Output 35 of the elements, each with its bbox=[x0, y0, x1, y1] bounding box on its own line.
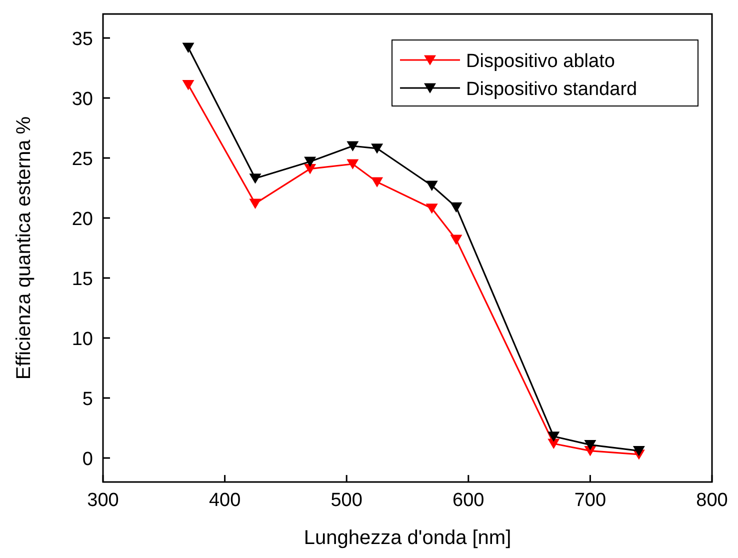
y-tick-label: 30 bbox=[72, 89, 93, 110]
point bbox=[346, 159, 359, 170]
x-tick-label: 800 bbox=[696, 490, 728, 511]
point bbox=[632, 446, 645, 456]
point bbox=[371, 177, 384, 188]
x-tick-label: 600 bbox=[452, 490, 484, 511]
point bbox=[249, 198, 262, 209]
y-axis-title: Efficienza quantica esterna % bbox=[13, 116, 35, 380]
point bbox=[346, 141, 359, 152]
x-tick-label: 500 bbox=[330, 490, 362, 511]
x-axis-title: Lunghezza d'onda [nm] bbox=[304, 527, 512, 549]
y-tick-label: 15 bbox=[72, 269, 93, 290]
y-tick-label: 25 bbox=[72, 149, 93, 170]
point bbox=[426, 204, 438, 214]
y-tick-label: 5 bbox=[82, 389, 93, 410]
point bbox=[450, 202, 462, 213]
point bbox=[249, 174, 262, 184]
x-tick-label: 400 bbox=[208, 490, 241, 511]
point bbox=[182, 42, 194, 53]
y-tick-label: 10 bbox=[72, 329, 93, 350]
point bbox=[371, 144, 384, 154]
point bbox=[304, 164, 316, 174]
y-tick-label: 35 bbox=[72, 29, 93, 50]
point bbox=[182, 80, 194, 90]
legend-label: Dispositivo standard bbox=[466, 79, 638, 100]
point bbox=[548, 432, 560, 442]
y-tick-label: 0 bbox=[82, 449, 93, 470]
x-tick-label: 700 bbox=[574, 490, 606, 511]
point bbox=[584, 440, 596, 450]
point bbox=[426, 180, 438, 191]
point bbox=[450, 234, 462, 245]
point bbox=[304, 156, 316, 167]
x-tick-label: 300 bbox=[87, 490, 119, 511]
legend-label: Dispositivo ablato bbox=[466, 51, 615, 72]
y-tick-label: 20 bbox=[72, 209, 93, 230]
